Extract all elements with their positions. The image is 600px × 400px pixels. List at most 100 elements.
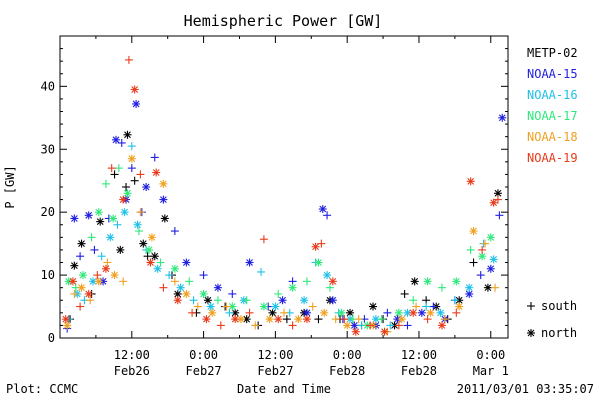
- data-point-north: [294, 315, 303, 324]
- data-point-north: [132, 99, 141, 108]
- data-point-north: [142, 183, 151, 191]
- data-point-north: [231, 315, 240, 324]
- data-point-north: [94, 208, 103, 217]
- data-point-south: [302, 277, 311, 286]
- data-point-north: [176, 283, 185, 292]
- data-point-south: [242, 296, 251, 305]
- data-point-north: [417, 308, 426, 317]
- data-point-north: [70, 261, 79, 270]
- data-point-north: [202, 315, 211, 324]
- data-point-north: [465, 289, 474, 298]
- data-point-north: [106, 233, 115, 242]
- data-point-north: [288, 283, 297, 292]
- data-point-north: [527, 329, 535, 337]
- data-point-south: [136, 208, 145, 217]
- data-point-south: [495, 211, 504, 220]
- data-point-south: [323, 211, 332, 220]
- data-point-south: [124, 55, 133, 64]
- data-point-south: [331, 315, 340, 324]
- x-tick-date-label: Feb28: [329, 364, 365, 378]
- data-point-south: [437, 283, 446, 292]
- data-point-south: [193, 302, 202, 311]
- data-point-north: [259, 302, 268, 311]
- data-point-north: [109, 214, 118, 223]
- y-tick-label: 30: [41, 142, 55, 156]
- data-point-south: [251, 321, 260, 330]
- data-point-south: [259, 235, 268, 244]
- plot-credit: Plot: CCMC: [6, 382, 78, 396]
- data-point-south: [213, 296, 222, 305]
- data-point-north: [498, 113, 507, 122]
- data-point-south: [317, 239, 326, 248]
- data-point-south: [170, 227, 179, 236]
- x-tick-time-label: 12:00: [401, 348, 437, 362]
- x-tick-time-label: 12:00: [114, 348, 150, 362]
- data-point-south: [325, 283, 334, 292]
- data-point-north: [314, 258, 323, 267]
- data-point-south: [117, 138, 126, 147]
- data-point-north: [160, 214, 169, 223]
- data-point-north: [112, 135, 120, 144]
- data-point-north: [486, 264, 495, 273]
- data-point-south: [93, 271, 102, 280]
- data-point-north: [337, 308, 346, 317]
- plot-area: 0 10 20 30 40 12:00 Feb26 0:00 Feb27 12:00 Feb27 0…: [41, 35, 509, 378]
- data-point-south: [170, 277, 179, 286]
- data-point-south: [493, 195, 502, 204]
- legend-entry-metp-02: METP-02: [527, 46, 578, 60]
- data-point-north: [489, 255, 498, 264]
- data-point-south: [199, 271, 208, 280]
- data-point-north: [437, 321, 446, 330]
- x-tick-date-label: Feb28: [401, 364, 437, 378]
- data-point-south: [340, 315, 349, 324]
- data-point-north: [486, 233, 495, 242]
- y-axis: 0 10 20 30 40: [41, 35, 508, 345]
- data-point-north: [206, 302, 215, 311]
- data-point-north: [369, 302, 378, 311]
- data-point-north: [268, 308, 277, 317]
- data-point-south: [101, 179, 110, 188]
- data-point-north: [208, 308, 217, 317]
- x-axis: 12:00 Feb26 0:00 Feb27 12:00 Feb27 0:00 Feb28 12…: [59, 36, 509, 378]
- data-point-north: [311, 242, 320, 251]
- data-point-south: [403, 321, 412, 330]
- data-point-north: [278, 296, 287, 305]
- data-point-south: [97, 252, 106, 261]
- data-point-north: [213, 283, 222, 292]
- data-point-north: [436, 308, 445, 317]
- data-point-south: [159, 283, 168, 292]
- data-point-north: [84, 289, 93, 298]
- data-point-south: [282, 315, 291, 324]
- y-tick-label: 40: [41, 79, 55, 93]
- data-point-south: [228, 289, 237, 298]
- data-points: [61, 55, 507, 336]
- x-tick-date-label: Feb26: [114, 364, 150, 378]
- data-point-north: [423, 277, 432, 286]
- data-point-north: [120, 208, 129, 217]
- x-tick-time-label: 0:00: [333, 348, 362, 362]
- data-point-north: [465, 283, 474, 292]
- data-point-south: [122, 183, 131, 191]
- x-tick-time-label: 12:00: [257, 348, 293, 362]
- y-tick-label: 10: [41, 268, 55, 282]
- data-point-north: [203, 296, 212, 305]
- data-point-north: [328, 277, 337, 286]
- data-point-north: [199, 289, 208, 298]
- data-point-south: [113, 220, 122, 229]
- data-point-north: [123, 189, 132, 198]
- data-point-north: [452, 277, 461, 286]
- data-point-north: [147, 233, 156, 242]
- x-tick-date-label: Feb27: [257, 364, 293, 378]
- data-point-south: [188, 308, 197, 317]
- legend-entry-noaa-18: NOAA-18: [527, 130, 578, 144]
- data-point-north: [139, 239, 148, 248]
- data-point-south: [308, 302, 317, 311]
- data-point-north: [68, 277, 77, 286]
- marker-legend-label: north: [541, 326, 577, 340]
- data-point-south: [450, 296, 459, 305]
- data-point-north: [101, 264, 110, 273]
- y-tick-label: 20: [41, 205, 55, 219]
- data-point-south: [466, 245, 475, 254]
- data-point-north: [410, 277, 419, 286]
- data-point-south: [189, 296, 198, 305]
